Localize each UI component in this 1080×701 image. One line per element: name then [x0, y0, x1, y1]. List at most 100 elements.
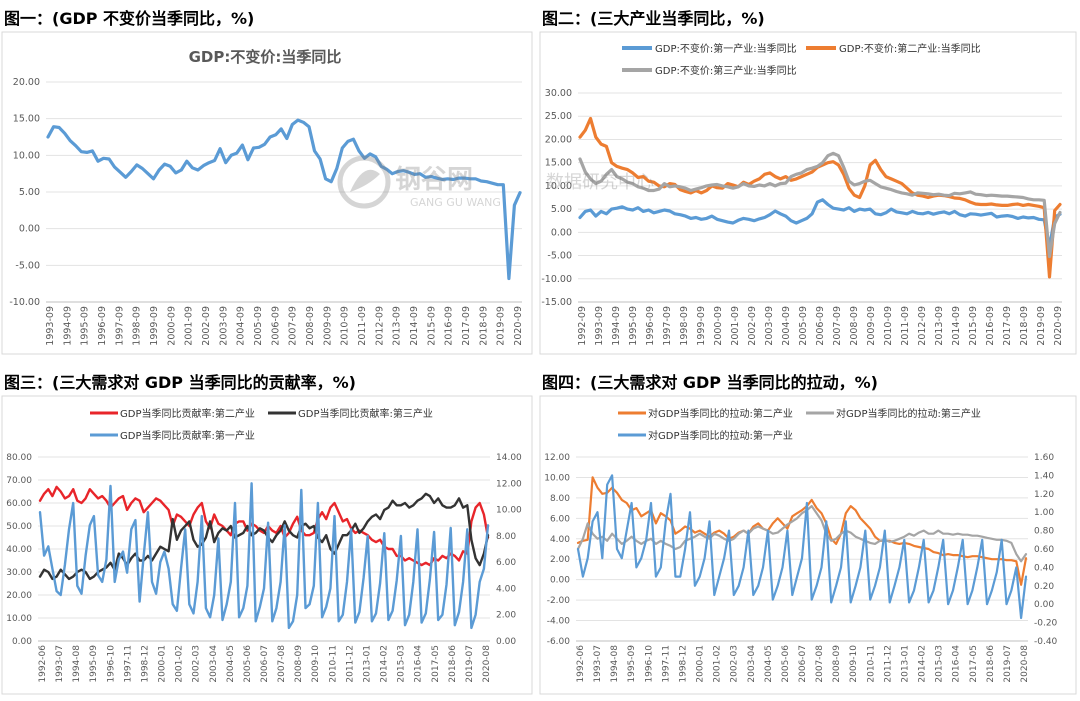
- x-tick-label: 2010-11: [328, 645, 338, 683]
- x-tick-label: 2005-06: [243, 645, 253, 683]
- x-tick-label: 2007-09: [288, 306, 299, 346]
- x-tick-label: 1993-09: [45, 306, 56, 346]
- x-tick-label: 1999-09: [149, 306, 160, 346]
- x-tick-label: 2019-07: [465, 645, 475, 683]
- legend-label: GDP当季同比贡献率:第三产业: [298, 407, 433, 420]
- chart-1-title: GDP:不变价:当季同比: [189, 48, 342, 66]
- x-tick-label: 2008-09: [305, 306, 316, 346]
- y-tick-label: 2.00: [550, 555, 570, 565]
- x-tick-label: 2010-09: [340, 306, 351, 346]
- y-tick-label: 20.00: [6, 591, 32, 601]
- x-tick-label: 2019-09: [1036, 306, 1047, 346]
- x-tick-label: 2007-08: [815, 645, 825, 683]
- x-tick-label: 2018-09: [1019, 306, 1030, 346]
- y-tick-label: 12.00: [544, 453, 570, 463]
- x-tick-label: 1994-09: [62, 306, 73, 346]
- x-tick-label: 2003-09: [764, 306, 775, 346]
- x-tick-label: 2003-09: [218, 306, 229, 346]
- y-tick-label: 0.00: [550, 576, 570, 586]
- watermark: 钢谷网 GANG GU WANG 数据研究中心: [337, 155, 654, 209]
- x-tick-label: 2001-02: [713, 645, 723, 683]
- x-tick-label: 1994-08: [72, 645, 82, 683]
- y2-tick-label: 0.60: [1034, 545, 1054, 555]
- x-tick-label: 1995-09: [80, 306, 91, 346]
- legend-label: GDP:不变价:第三产业:当季同比: [655, 64, 797, 77]
- x-tick-label: 2009-10: [311, 645, 321, 683]
- y-tick-label: 10.00: [13, 150, 40, 161]
- y2-tick-label: 14.00: [496, 453, 522, 463]
- y-tick-label: 10.00: [545, 181, 572, 192]
- x-tick-label: 2004-05: [764, 645, 774, 683]
- x-tick-label: 2015-09: [968, 306, 979, 346]
- y-tick-label: 80.00: [6, 453, 32, 463]
- y2-tick-label: 1.20: [1034, 490, 1054, 500]
- x-tick-label: 1998-12: [678, 645, 688, 683]
- x-tick-label: 2001-09: [730, 306, 741, 346]
- x-tick-label: 2010-11: [866, 645, 876, 683]
- y2-tick-label: 0.00: [496, 637, 516, 647]
- y-tick-label: -10.00: [541, 274, 572, 285]
- x-tick-label: 2011-09: [900, 306, 911, 346]
- x-tick-label: 2012-09: [917, 306, 928, 346]
- x-tick-label: 2020-08: [1020, 645, 1030, 683]
- watermark-subtitle: 数据研究中心: [546, 172, 654, 193]
- x-tick-label: 2017-05: [969, 645, 979, 683]
- y2-tick-label: 1.00: [1034, 508, 1054, 518]
- y2-tick-label: 0.40: [1034, 563, 1054, 573]
- chart-1-plot: 20.00 15.00 10.00 5.00 0.00 -5.00 -10.00 1993-0…: [9, 77, 524, 346]
- x-tick-label: 2005-09: [253, 306, 264, 346]
- x-tick-label: 1994-08: [610, 645, 620, 683]
- y-tick-label: -6.00: [547, 637, 571, 647]
- x-tick-label: 1995-09: [627, 645, 637, 683]
- x-tick-label: 2020-09: [1053, 306, 1064, 346]
- y-tick-label: 5.00: [551, 204, 572, 215]
- legend-label: GDP当季同比贡献率:第二产业: [120, 407, 255, 420]
- x-tick-label: 2006-09: [270, 306, 281, 346]
- x-tick-label: 1994-09: [611, 306, 622, 346]
- y-tick-label: 8.00: [550, 494, 570, 504]
- y2-tick-label: 0.00: [1034, 600, 1054, 610]
- x-tick-label: 1993-07: [55, 645, 65, 683]
- series-line: [578, 198, 1062, 249]
- y-tick-label: 25.00: [545, 111, 572, 122]
- legend-label: GDP:不变价:第二产业:当季同比: [839, 42, 981, 55]
- x-tick-label: 2014-09: [409, 306, 420, 346]
- x-tick-label: 2016-04: [952, 645, 962, 683]
- y-tick-label: 4.00: [550, 535, 570, 545]
- x-tick-label: 2005-06: [781, 645, 791, 683]
- y-tick-label: -4.00: [547, 617, 571, 627]
- x-tick-label: 2008-09: [294, 645, 304, 683]
- x-tick-label: 2013-01: [362, 645, 372, 683]
- x-tick-label: 2020-08: [482, 645, 492, 683]
- x-tick-label: 2016-04: [414, 645, 424, 683]
- x-tick-label: 2014-02: [380, 645, 390, 683]
- x-tick-label: 1992-06: [576, 645, 586, 683]
- x-tick-label: 1995-09: [89, 645, 99, 683]
- y-tick-label: -15.00: [541, 297, 572, 308]
- y2-tick-label: 1.60: [1034, 453, 1054, 463]
- series-line: [46, 118, 522, 281]
- y2-tick-label: -0.20: [1034, 619, 1058, 629]
- x-tick-label: 2010-09: [883, 306, 894, 346]
- x-tick-label: 2006-07: [260, 645, 270, 683]
- x-tick-label: 1998-09: [132, 306, 143, 346]
- x-tick-label: 2011-12: [345, 645, 355, 683]
- y-tick-label: 20.00: [545, 134, 572, 145]
- y-tick-label: -2.00: [547, 596, 571, 606]
- x-tick-label: 1992-09: [577, 306, 588, 346]
- chart-2-plot: 30.00 25.00 20.00 15.00 10.00 5.00 0.00 -5.00 -1…: [541, 88, 1064, 346]
- x-tick-label: 1997-09: [114, 306, 125, 346]
- series-line: [576, 474, 1028, 620]
- legend-label: 对GDP当季同比的拉动:第一产业: [648, 429, 793, 442]
- x-tick-label: 1996-09: [645, 306, 656, 346]
- y-tick-label: 60.00: [6, 499, 32, 509]
- x-tick-label: 1996-10: [644, 645, 654, 683]
- y-tick-label: 20.00: [13, 77, 40, 88]
- chart-2-legend: GDP:不变价:第一产业:当季同比 GDP:不变价:第二产业:当季同比 GDP:…: [622, 42, 981, 77]
- chart-4-legend: 对GDP当季同比的拉动:第二产业 对GDP当季同比的拉动:第三产业 对GDP当季…: [618, 407, 981, 442]
- watermark-logo-icon: [337, 155, 391, 209]
- x-tick-label: 2004-09: [236, 306, 247, 346]
- x-tick-label: 2013-09: [392, 306, 403, 346]
- x-tick-label: 1993-09: [594, 306, 605, 346]
- x-tick-label: 2000-09: [713, 306, 724, 346]
